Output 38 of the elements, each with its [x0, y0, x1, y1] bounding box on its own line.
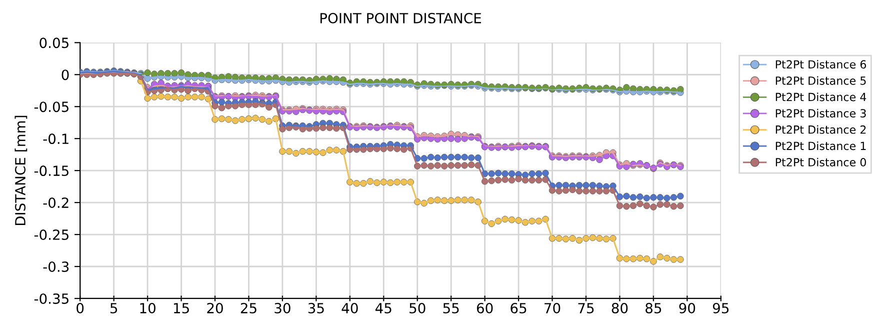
- legend-label: Pt2Pt Distance 4: [776, 92, 866, 102]
- x-tick-label: 35: [308, 302, 324, 314]
- x-tick-label: 80: [612, 302, 628, 314]
- x-tick-label: 20: [207, 302, 223, 314]
- y-tick-label: -0.25: [34, 229, 68, 240]
- legend-label: Pt2Pt Distance 5: [776, 76, 866, 85]
- x-tick-label: 15: [174, 303, 189, 314]
- x-tick-label: 75: [578, 303, 594, 314]
- x-tick-label: 50: [410, 302, 426, 314]
- x-tick-label: 85: [646, 302, 662, 314]
- chart-title: POINT POINT DISTANCE: [320, 12, 481, 24]
- x-tick-label: 45: [375, 303, 392, 314]
- y-tick-label: -0.3: [43, 261, 69, 272]
- legend-label: Pt2Pt Distance 1: [776, 142, 866, 150]
- x-tick-label: 40: [342, 302, 358, 314]
- x-tick-label: 10: [140, 302, 156, 314]
- x-tick-label: 25: [240, 302, 256, 314]
- x-tick-label: 70: [544, 302, 560, 314]
- y-tick-label: -0.1: [43, 134, 68, 144]
- x-tick-label: 95: [712, 302, 729, 314]
- y-tick-label: -0.35: [34, 293, 68, 304]
- y-tick-label: -0.2: [43, 198, 68, 208]
- y-axis-title: DISTANCE [mm]: [14, 116, 28, 226]
- x-tick-label: 30: [274, 302, 290, 314]
- x-tick-label: 90: [679, 302, 696, 314]
- x-tick-label: 65: [510, 302, 526, 314]
- x-tick-label: 60: [476, 302, 493, 314]
- legend-label: Pt2Pt Distance 2: [776, 125, 866, 134]
- y-tick-label: 0.05: [40, 38, 68, 48]
- legend-label: Pt2Pt Distance 3: [776, 108, 866, 118]
- y-tick-label: 0: [62, 70, 69, 80]
- x-tick-label: 5: [110, 303, 118, 314]
- x-tick-label: 0: [76, 302, 84, 314]
- y-tick-label: -0.15: [34, 166, 68, 176]
- y-tick-label: -0.05: [34, 102, 68, 112]
- legend-label: Pt2Pt Distance 6: [776, 60, 866, 69]
- x-tick-label: 55: [443, 303, 459, 314]
- legend-label: Pt2Pt Distance 0: [776, 158, 866, 166]
